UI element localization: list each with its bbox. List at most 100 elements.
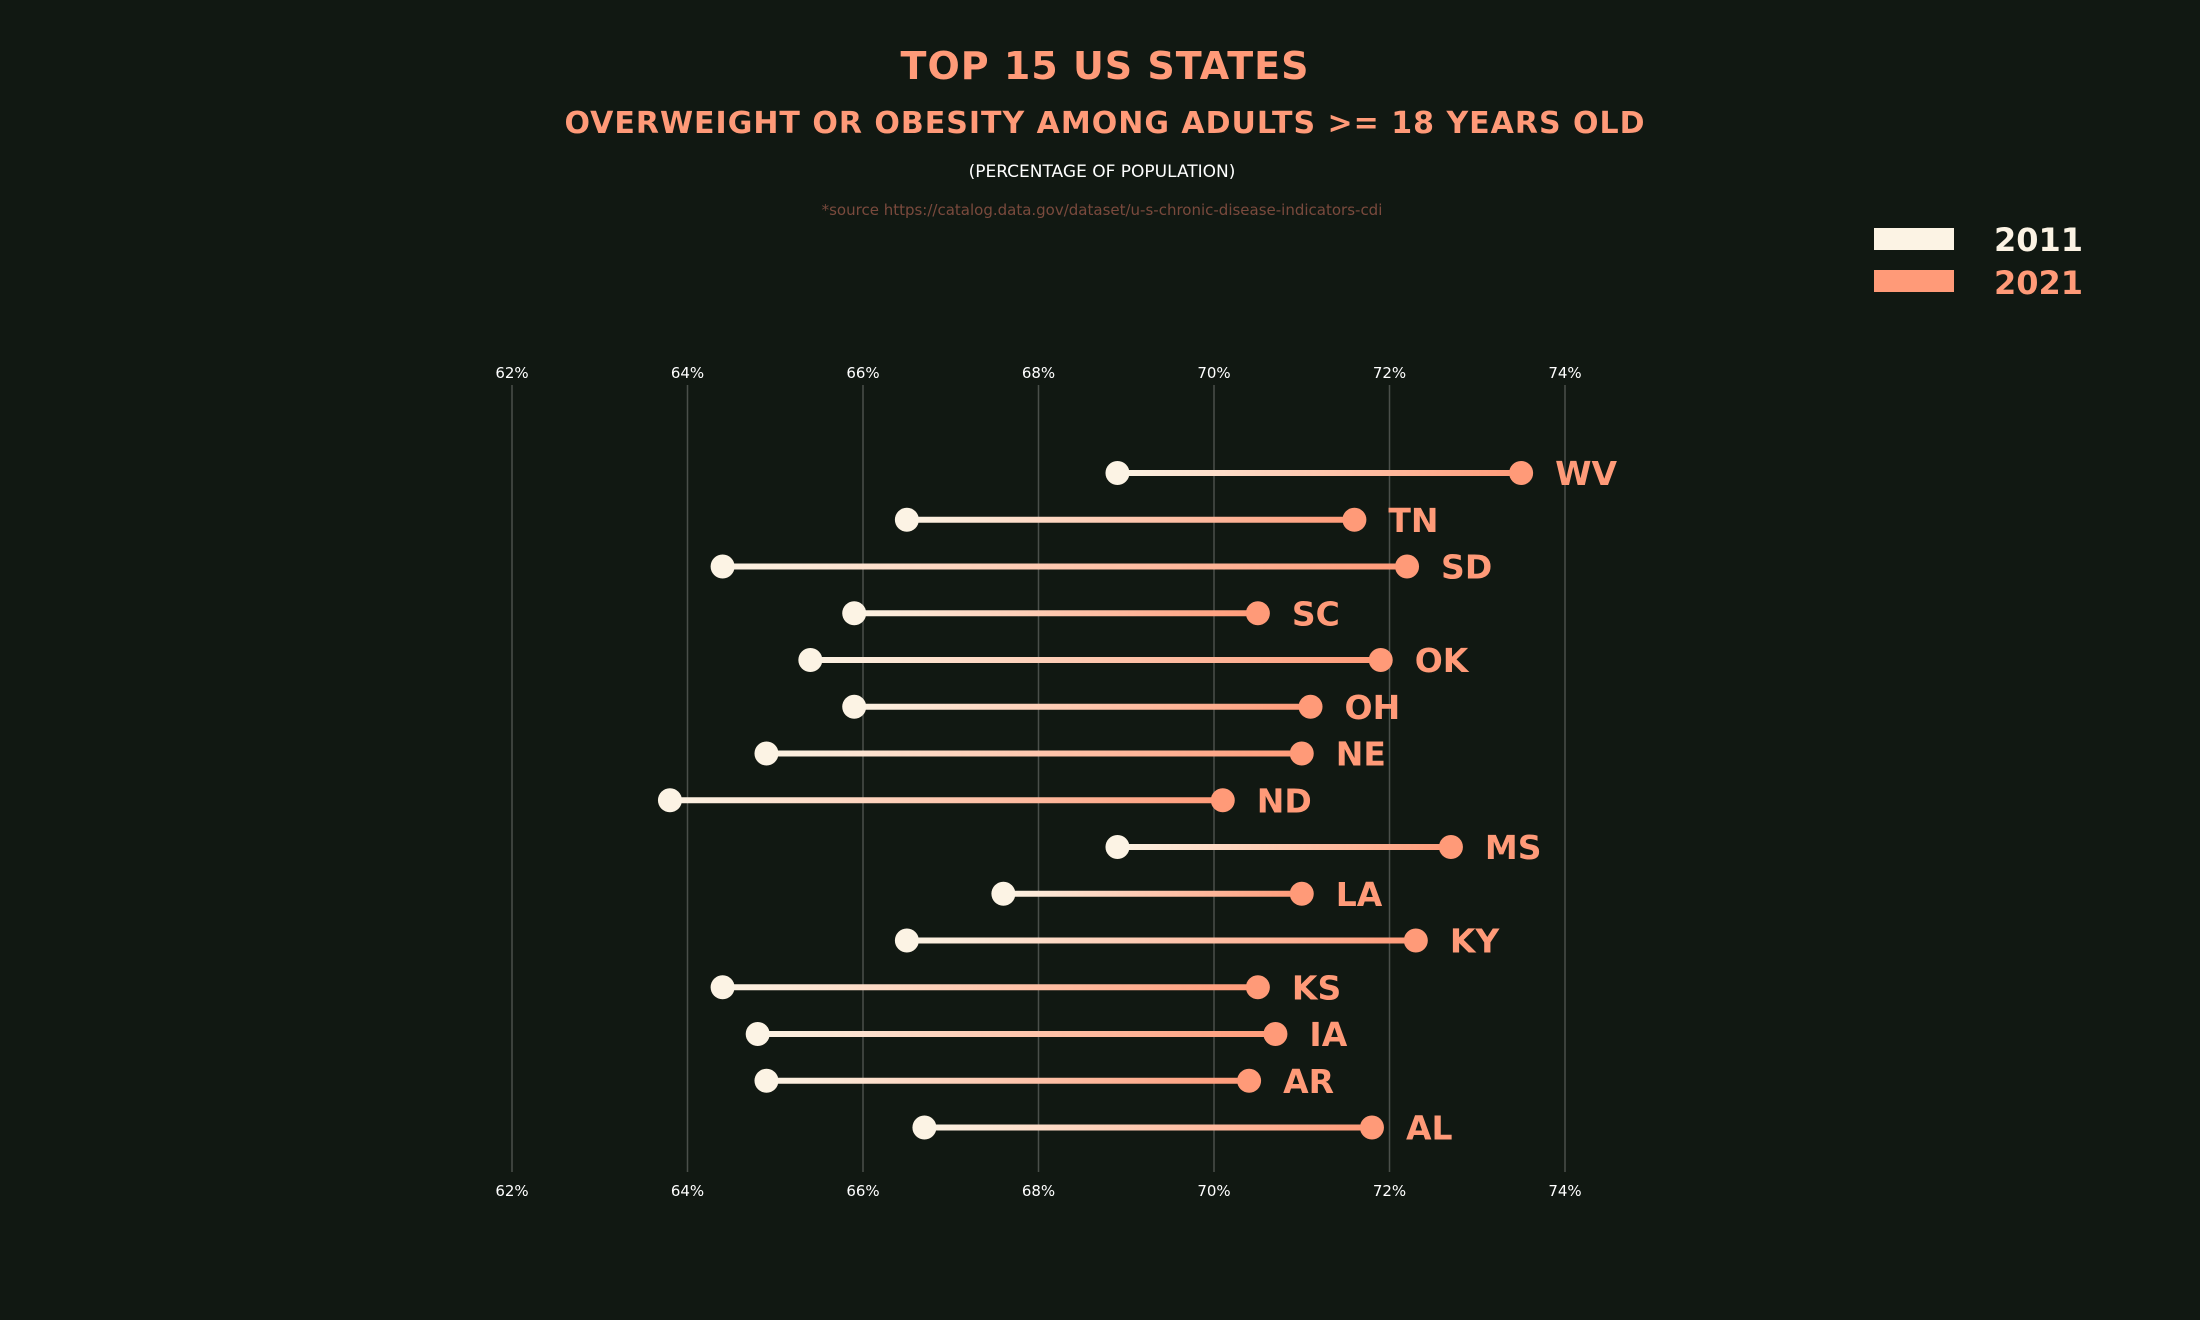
row-TN: TN [894, 501, 1439, 540]
connector-WV [1117, 470, 1522, 476]
connector-IA [757, 1031, 1276, 1037]
row-AL: AL [912, 1109, 1453, 1148]
connector-LA [1003, 890, 1302, 897]
point-2021-NE [1289, 741, 1314, 766]
dumbbell-marks: WV TN SD SC OK OH NE ND MS LA KY KS IA AR AL [657, 454, 1618, 1148]
state-label-SC: SC [1292, 594, 1340, 633]
row-KY: KY [894, 922, 1501, 961]
row-ND: ND [657, 781, 1312, 820]
connector-NE [766, 750, 1302, 757]
row-WV: WV [1105, 454, 1618, 493]
point-2021-OH [1298, 694, 1323, 719]
state-label-AR: AR [1283, 1062, 1334, 1101]
connector-MS [1117, 844, 1451, 850]
connector-SC [854, 610, 1258, 617]
point-2011-LA [991, 881, 1016, 906]
point-2021-SC [1245, 601, 1270, 626]
point-2011-AL [912, 1115, 937, 1140]
state-label-IA: IA [1309, 1015, 1347, 1054]
point-2021-AR [1237, 1068, 1262, 1093]
connector-OK [810, 657, 1381, 663]
tick-label-top-70: 70% [1197, 364, 1230, 382]
point-2021-OK [1368, 648, 1393, 672]
row-MS: MS [1105, 828, 1542, 867]
point-2021-IA [1263, 1022, 1288, 1046]
point-2011-MS [1105, 835, 1130, 859]
state-label-ND: ND [1257, 781, 1312, 820]
point-2021-LA [1289, 881, 1314, 906]
point-2011-OK [798, 648, 823, 672]
connector-ND [669, 797, 1223, 804]
axis-ticks: 62% 62% 64% 64% 66% 66% 68% 68% 70% 70% 72% 72% 74% 7… [495, 364, 1581, 1200]
tick-label-top-68: 68% [1022, 364, 1055, 382]
tick-label-bottom-74: 74% [1548, 1182, 1581, 1200]
tick-label-top-66: 66% [846, 364, 879, 382]
point-2021-MS [1438, 835, 1463, 859]
row-OK: OK [798, 641, 1470, 680]
tick-label-top-64: 64% [671, 364, 704, 382]
state-label-LA: LA [1336, 875, 1383, 914]
tick-label-top-74: 74% [1548, 364, 1581, 382]
point-2021-KY [1403, 928, 1428, 953]
point-2011-KY [894, 928, 919, 953]
tick-label-bottom-66: 66% [846, 1182, 879, 1200]
tick-label-top-62: 62% [495, 364, 528, 382]
point-2021-KS [1245, 975, 1270, 1000]
point-2011-TN [894, 507, 919, 532]
row-NE: NE [754, 735, 1386, 774]
chart-subtitle: OVERWEIGHT OR OBESITY AMONG ADULTS >= 18… [564, 106, 1645, 141]
point-2021-TN [1342, 507, 1367, 532]
legend: 2011 2021 [1874, 221, 2083, 302]
row-AR: AR [754, 1062, 1334, 1101]
chart-unit-note: (PERCENTAGE OF POPULATION) [969, 162, 1236, 182]
state-label-OK: OK [1415, 641, 1470, 680]
point-2011-WV [1105, 461, 1130, 485]
legend-label-2011: 2011 [1994, 221, 2083, 259]
state-label-NE: NE [1336, 735, 1386, 774]
row-LA: LA [991, 875, 1383, 914]
row-KS: KS [710, 968, 1341, 1007]
legend-swatch-2011 [1874, 228, 1954, 250]
connector-TN [906, 516, 1355, 523]
state-label-WV: WV [1555, 454, 1617, 493]
connector-AR [766, 1077, 1250, 1084]
state-label-MS: MS [1485, 828, 1542, 867]
state-label-KS: KS [1292, 968, 1341, 1007]
source-note: *source https://catalog.data.gov/dataset… [822, 201, 1383, 219]
row-SD: SD [710, 548, 1492, 587]
state-label-KY: KY [1450, 922, 1501, 961]
chart-title: TOP 15 US STATES [901, 44, 1310, 88]
point-2021-ND [1210, 788, 1235, 813]
tick-label-bottom-70: 70% [1197, 1182, 1230, 1200]
point-2011-SC [842, 601, 867, 626]
point-2011-AR [754, 1068, 779, 1093]
connector-KY [906, 937, 1416, 944]
legend-label-2021: 2021 [1994, 264, 2083, 302]
point-2011-ND [657, 788, 682, 813]
point-2021-WV [1509, 461, 1534, 485]
connector-KS [722, 984, 1258, 991]
point-2011-SD [710, 554, 735, 579]
tick-label-bottom-68: 68% [1022, 1182, 1055, 1200]
connector-AL [924, 1124, 1372, 1131]
grid-lines [511, 385, 1566, 1172]
row-OH: OH [842, 688, 1400, 727]
state-label-AL: AL [1406, 1109, 1453, 1148]
state-label-TN: TN [1388, 501, 1438, 540]
tick-label-bottom-72: 72% [1373, 1182, 1406, 1200]
point-2011-KS [710, 975, 735, 1000]
point-2011-IA [745, 1022, 770, 1046]
point-2011-OH [842, 694, 867, 719]
connector-SD [722, 563, 1408, 570]
point-2021-AL [1359, 1115, 1384, 1140]
tick-label-bottom-64: 64% [671, 1182, 704, 1200]
state-label-OH: OH [1345, 688, 1401, 727]
connector-OH [854, 703, 1311, 710]
tick-label-top-72: 72% [1373, 364, 1406, 382]
point-2021-SD [1395, 554, 1420, 579]
tick-label-bottom-62: 62% [495, 1182, 528, 1200]
row-SC: SC [842, 594, 1340, 633]
legend-swatch-2021 [1874, 270, 1954, 292]
